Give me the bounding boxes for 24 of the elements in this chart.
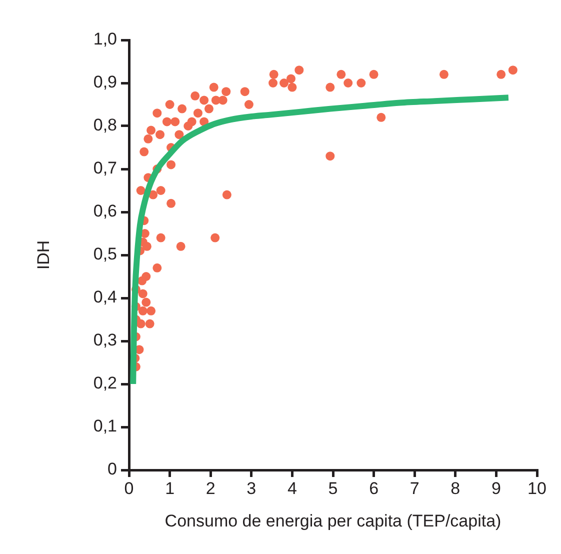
- y-tick-label: 0,6: [93, 202, 117, 221]
- y-tick-label: 0,3: [93, 330, 117, 350]
- x-tick-label: 7: [410, 478, 420, 498]
- x-tick-label: 9: [491, 478, 501, 498]
- y-tick-label: 0,9: [93, 72, 117, 92]
- x-axis-title: Consumo de energia per capita (TEP/capita): [164, 511, 502, 530]
- x-tick-label: 8: [450, 478, 460, 498]
- y-tick-label: 1,0: [93, 30, 117, 49]
- x-tick-label: 2: [206, 478, 216, 498]
- x-tick-label: 0: [124, 478, 134, 498]
- x-tick-label: 3: [246, 478, 256, 498]
- x-tick-label: 1: [165, 478, 175, 498]
- y-tick-label: 0,1: [93, 416, 117, 436]
- x-tick-label: 6: [369, 478, 379, 498]
- x-tick-label: 10: [528, 478, 546, 498]
- y-tick-label: 0,7: [93, 158, 117, 178]
- y-tick-label: 0,5: [93, 244, 117, 264]
- y-tick-label: 0,4: [93, 288, 117, 307]
- x-tick-label: 5: [328, 478, 338, 498]
- x-tick-label: 4: [287, 478, 297, 498]
- y-axis-title: IDH: [34, 240, 53, 270]
- y-tick-label: 0: [108, 460, 117, 479]
- y-tick-label: 0,8: [93, 116, 117, 135]
- y-tick-label: 0,2: [93, 374, 117, 393]
